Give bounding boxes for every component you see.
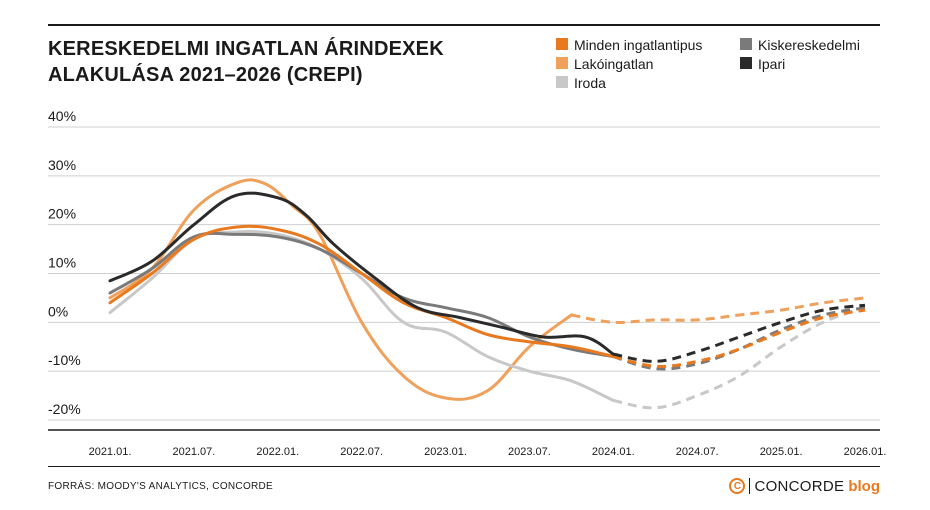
- legend-swatch: [740, 57, 752, 69]
- x-tick-label: 2021.07.: [172, 446, 215, 458]
- brand-logo: C CONCORDE blog: [729, 476, 880, 496]
- x-tick-label: 2023.07.: [508, 446, 551, 458]
- y-tick-label: 40%: [48, 108, 76, 124]
- series-line-iroda-forecast: [613, 306, 866, 410]
- y-tick-label: -20%: [48, 401, 81, 417]
- brand-suffix: blog: [848, 477, 880, 495]
- legend-label: Lakóingatlan: [574, 56, 654, 72]
- top-rule: [48, 24, 880, 26]
- x-tick-label: 2024.01.: [592, 446, 635, 458]
- y-tick-label: 0%: [48, 303, 68, 319]
- x-tick-label: 2025.01.: [760, 446, 803, 458]
- series-line-kiskereskedelmi-forecast: [612, 306, 866, 371]
- x-tick-label: 2024.07.: [676, 446, 719, 458]
- y-tick-label: 30%: [48, 157, 76, 173]
- legend-swatch: [556, 38, 568, 50]
- x-tick-label: 2022.07.: [340, 446, 383, 458]
- chart-title-line-2: ALAKULÁSA 2021–2026 (CREPI): [48, 64, 363, 86]
- bottom-rule: [48, 466, 880, 467]
- legend-swatch: [556, 76, 568, 88]
- concorde-logo-icon: C: [729, 478, 746, 494]
- y-tick-label: 10%: [48, 255, 76, 271]
- brand-name: CONCORDE: [754, 477, 845, 495]
- brand-separator: [749, 478, 751, 494]
- series-line-iroda-actual: [108, 230, 615, 402]
- series-line-minden-ingatlantipus-forecast: [612, 308, 866, 368]
- y-tick-label: -10%: [48, 352, 81, 368]
- legend-swatch: [740, 38, 752, 50]
- x-tick-label: 2022.01.: [256, 446, 299, 458]
- legend-swatch: [556, 57, 568, 69]
- x-tick-label: 2021.01.: [89, 446, 132, 458]
- y-tick-label: 20%: [48, 206, 76, 222]
- legend-label: Kiskereskedelmi: [758, 37, 860, 53]
- series-line-lakoingatlan-forecast: [571, 296, 866, 324]
- series-line-ipari-actual: [108, 191, 615, 356]
- x-tick-label: 2026.01.: [844, 446, 887, 458]
- legend-label: Iroda: [574, 75, 606, 91]
- legend-label: Minden ingatlantipus: [574, 37, 703, 53]
- series-line-minden-ingatlantipus-actual: [108, 224, 615, 358]
- series-line-ipari-forecast: [613, 303, 866, 363]
- chart-title-line-1: KERESKEDELMI INGATLAN ÁRINDEXEK: [48, 38, 444, 60]
- x-tick-label: 2023.01.: [424, 446, 467, 458]
- legend-label: Ipari: [758, 56, 786, 72]
- source-note: FORRÁS: MOODY'S ANALYTICS, CONCORDE: [48, 481, 274, 492]
- series-line-lakoingatlan-actual: [108, 178, 573, 401]
- chart-title: KERESKEDELMI INGATLAN ÁRINDEXEK ALAKULÁS…: [48, 36, 518, 88]
